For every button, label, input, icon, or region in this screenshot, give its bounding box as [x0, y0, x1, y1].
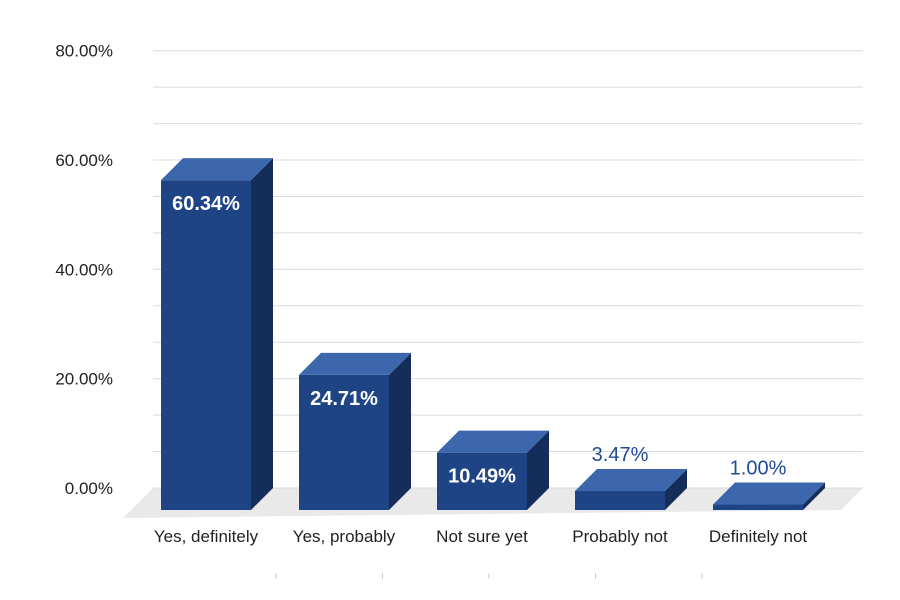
bar-front — [437, 452, 527, 510]
bar-front — [575, 491, 665, 510]
bar-side — [389, 352, 411, 510]
bar-side — [527, 430, 549, 510]
x-category-label: Yes, definitely — [154, 527, 259, 546]
y-tick-label: 40.00% — [55, 260, 113, 279]
y-tick-label: 60.00% — [55, 151, 113, 170]
bar-top — [713, 482, 825, 505]
x-axis-category-labels: Yes, definitely Yes, probably Not sure yet… — [154, 527, 808, 546]
bar-side — [665, 469, 687, 510]
data-label: 24.71% — [310, 388, 378, 410]
bar-top — [575, 469, 687, 492]
x-category-label: Yes, probably — [293, 527, 396, 546]
x-category-label: Not sure yet — [436, 527, 528, 546]
y-tick-label: 0.00% — [65, 479, 113, 498]
y-tick-label: 20.00% — [55, 370, 113, 389]
bar-top — [299, 352, 411, 375]
bar: 3.47% — [575, 444, 687, 510]
category-dividers — [275, 573, 703, 579]
bar-front — [299, 374, 389, 510]
bar: 1.00% — [713, 458, 825, 510]
bar-front — [713, 504, 803, 510]
bars: 60.34% 24.71% 10.49% 3.47% 1.00% — [161, 158, 825, 510]
x-category-label: Probably not — [572, 527, 668, 546]
y-tick-label: 80.00% — [55, 42, 113, 61]
bar: 24.71% — [299, 352, 411, 510]
x-category-label: Definitely not — [709, 527, 808, 546]
gridlines — [153, 50, 863, 489]
bar-top — [437, 430, 549, 453]
data-label: 3.47% — [592, 444, 649, 466]
bar-side — [803, 482, 825, 510]
y-axis-tick-labels: 0.00% 20.00% 40.00% 60.00% 80.00% — [55, 42, 113, 498]
bar: 10.49% — [437, 430, 549, 510]
bar-side — [251, 158, 273, 510]
data-label: 10.49% — [448, 466, 516, 488]
data-label: 1.00% — [730, 458, 787, 480]
bar-top — [161, 158, 273, 181]
data-label: 60.34% — [172, 193, 240, 215]
bar-front — [161, 180, 251, 510]
bar: 60.34% — [161, 158, 273, 510]
